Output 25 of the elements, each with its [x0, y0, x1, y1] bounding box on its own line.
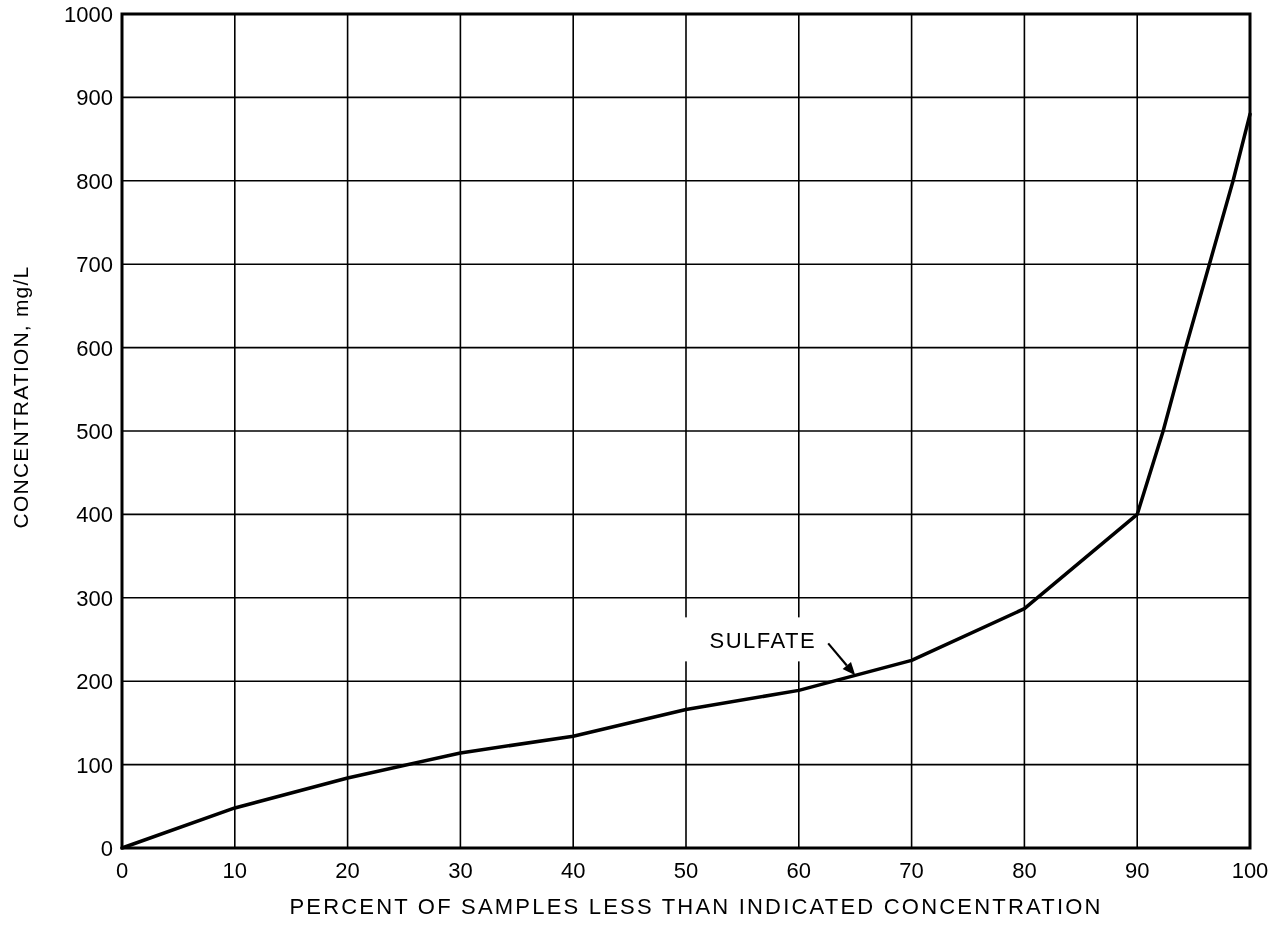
y-tick-label: 800: [76, 168, 113, 194]
x-axis-title: PERCENT OF SAMPLES LESS THAN INDICATED CONCENTRATION: [289, 894, 1103, 919]
x-tick-label: 100: [1231, 858, 1269, 883]
y-tick-label: 600: [76, 335, 113, 361]
y-tick-label: 300: [76, 585, 113, 611]
y-tick-label: 200: [76, 669, 113, 695]
x-tick-label: 10: [222, 858, 248, 883]
y-tick-label: 1000: [64, 2, 113, 27]
y-tick-label: 700: [76, 252, 113, 278]
x-tick-label: 50: [673, 858, 699, 883]
y-axis-title: CONCENTRATION, mg/L: [9, 265, 32, 529]
x-tick-label: 90: [1124, 858, 1150, 883]
y-tick-label: 0: [100, 836, 113, 861]
y-tick-label: 400: [76, 502, 113, 528]
x-tick-label: 60: [786, 858, 812, 883]
x-tick-label: 0: [115, 858, 129, 883]
x-tick-label: 70: [899, 858, 924, 883]
x-tick-label: 30: [448, 858, 473, 883]
annotation: SULFATE: [709, 628, 817, 654]
x-tick-label: 20: [335, 858, 360, 883]
y-tick-label: 900: [76, 85, 113, 111]
x-tick-label: 40: [560, 858, 586, 883]
y-tick-label: 100: [76, 752, 113, 778]
y-tick-label: 500: [76, 419, 113, 444]
x-tick-label: 80: [1012, 858, 1037, 883]
